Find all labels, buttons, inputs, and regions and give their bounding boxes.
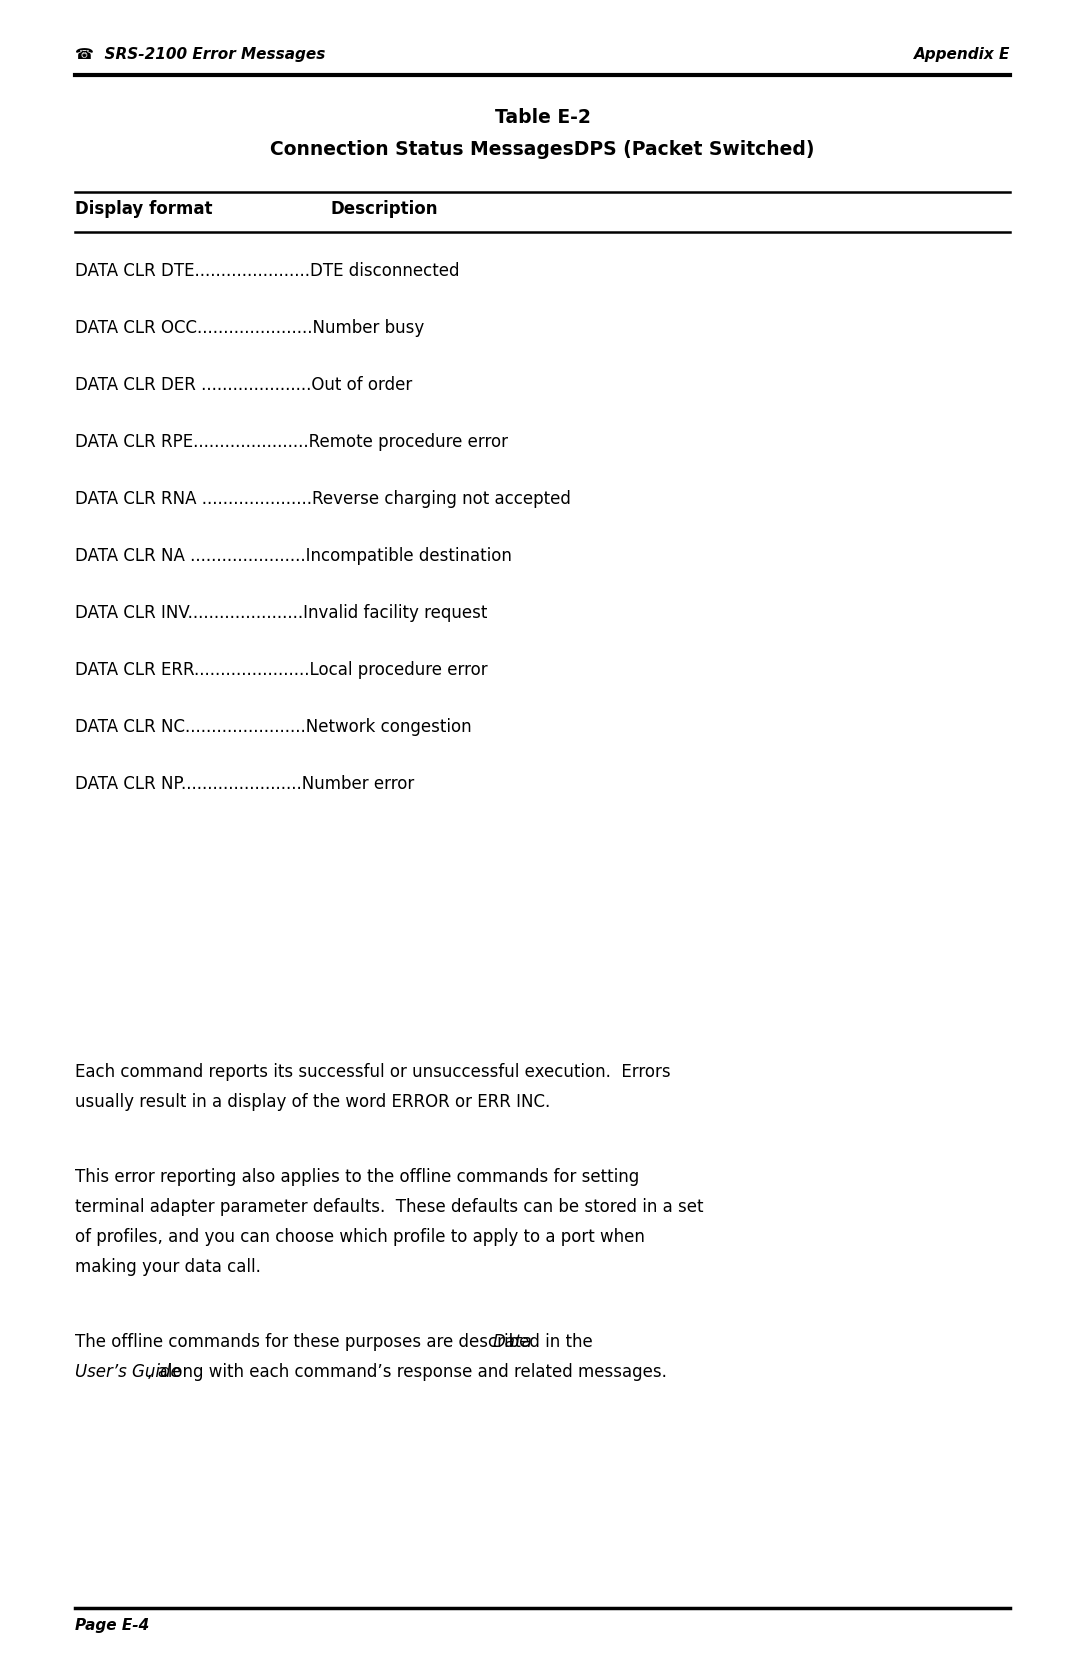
Text: Appendix E: Appendix E [914, 47, 1010, 62]
Text: Data: Data [492, 1334, 532, 1350]
Text: , along with each command’s response and related messages.: , along with each command’s response and… [147, 1364, 667, 1380]
Text: DATA CLR NC.......................Network congestion: DATA CLR NC.......................Networ… [75, 718, 472, 736]
Text: DATA CLR RNA .....................Reverse charging not accepted: DATA CLR RNA .....................Revers… [75, 491, 571, 507]
Text: DATA CLR NA ......................Incompatible destination: DATA CLR NA ......................Incomp… [75, 547, 512, 566]
Text: Table E-2: Table E-2 [495, 108, 591, 127]
Text: Description: Description [330, 200, 437, 219]
Text: DATA CLR OCC......................Number busy: DATA CLR OCC......................Number… [75, 319, 424, 337]
Text: DATA CLR ERR......................Local procedure error: DATA CLR ERR......................Local … [75, 661, 488, 679]
Text: Page E-4: Page E-4 [75, 1617, 149, 1632]
Text: usually result in a display of the word ERROR or ERR INC.: usually result in a display of the word … [75, 1093, 550, 1112]
Text: Connection Status MessagesDPS (Packet Switched): Connection Status MessagesDPS (Packet Sw… [270, 140, 814, 159]
Text: Display format: Display format [75, 200, 213, 219]
Text: DATA CLR INV......................Invalid facility request: DATA CLR INV......................Invali… [75, 604, 487, 623]
Text: DATA CLR DER .....................Out of order: DATA CLR DER .....................Out of… [75, 376, 413, 394]
Text: DATA CLR RPE......................Remote procedure error: DATA CLR RPE......................Remote… [75, 432, 508, 451]
Text: ☎  SRS-2100 Error Messages: ☎ SRS-2100 Error Messages [75, 47, 325, 62]
Text: of profiles, and you can choose which profile to apply to a port when: of profiles, and you can choose which pr… [75, 1228, 645, 1247]
Text: DATA CLR NP.......................Number error: DATA CLR NP.......................Number… [75, 774, 415, 793]
Text: User’s Guide: User’s Guide [75, 1364, 180, 1380]
Text: making your data call.: making your data call. [75, 1258, 261, 1277]
Text: The offline commands for these purposes are described in the: The offline commands for these purposes … [75, 1334, 598, 1350]
Text: terminal adapter parameter defaults.  These defaults can be stored in a set: terminal adapter parameter defaults. The… [75, 1198, 703, 1217]
Text: This error reporting also applies to the offline commands for setting: This error reporting also applies to the… [75, 1168, 639, 1187]
Text: DATA CLR DTE......................DTE disconnected: DATA CLR DTE......................DTE di… [75, 262, 459, 280]
Text: Each command reports its successful or unsuccessful execution.  Errors: Each command reports its successful or u… [75, 1063, 671, 1082]
